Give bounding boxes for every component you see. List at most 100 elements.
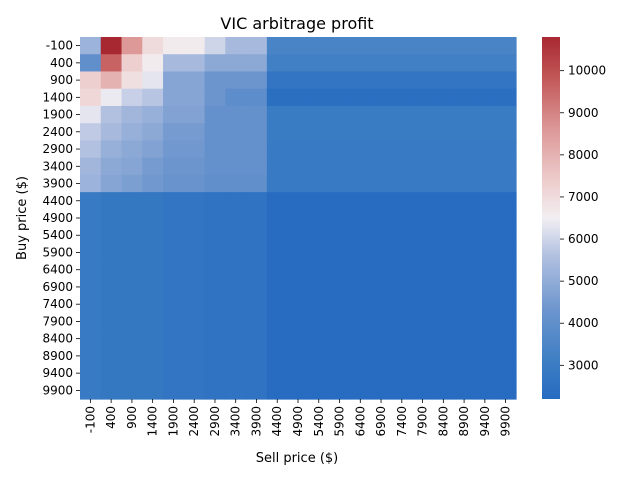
heatmap-cell: [225, 192, 247, 210]
heatmap-cell: [80, 312, 102, 331]
heatmap-cell: [432, 226, 455, 245]
y-axis-label: Buy price ($): [15, 176, 30, 260]
heatmap-cell: [412, 71, 434, 90]
heatmap-cell: [432, 37, 455, 55]
heatmap-cell: [495, 174, 517, 193]
heatmap-cell: [163, 123, 185, 142]
heatmap-cell: [474, 88, 496, 107]
heatmap-cell: [183, 295, 206, 314]
heatmap-cell: [163, 226, 185, 245]
heatmap-cell: [412, 157, 434, 176]
heatmap-cell: [432, 192, 455, 210]
heatmap-cell: [121, 54, 143, 73]
heatmap-cell: [80, 209, 102, 228]
heatmap-cell: [453, 278, 476, 297]
heatmap-cell: [412, 312, 434, 331]
heatmap-cell: [495, 347, 517, 366]
heatmap-cell: [225, 105, 247, 124]
colorbar-tick-label: 10000: [568, 64, 606, 78]
colorbar-tick-label: 6000: [568, 232, 599, 246]
heatmap-cell: [163, 71, 185, 90]
heatmap-cell: [329, 278, 351, 297]
heatmap-cell: [163, 192, 185, 210]
heatmap-cell: [412, 105, 434, 124]
heatmap-cell: [474, 243, 496, 262]
heatmap-cell: [163, 37, 185, 55]
heatmap-cell: [163, 278, 185, 297]
heatmap-cell: [495, 140, 517, 159]
heatmap-cell: [349, 37, 372, 55]
heatmap-cell: [391, 330, 413, 348]
heatmap-cell: [453, 37, 476, 55]
heatmap-cell: [100, 226, 123, 245]
heatmap-cell: [370, 71, 393, 90]
heatmap-cell: [100, 54, 123, 73]
heatmap-cell: [183, 261, 206, 279]
heatmap-cell: [308, 54, 330, 73]
heatmap-cell: [329, 226, 351, 245]
heatmap-cell: [432, 364, 455, 383]
heatmap-cell: [495, 364, 517, 383]
heatmap-cell: [80, 140, 102, 159]
heatmap-cell: [100, 71, 123, 90]
heatmap-cell: [453, 123, 476, 142]
heatmap-cell: [453, 347, 476, 366]
heatmap-cell: [121, 364, 143, 383]
heatmap-cell: [204, 54, 226, 73]
heatmap-cell: [266, 347, 289, 366]
heatmap-cell: [453, 364, 476, 383]
heatmap-cell: [100, 347, 123, 366]
heatmap-cell: [432, 278, 455, 297]
heatmap-cell: [308, 243, 330, 262]
y-tick-label: 2900: [42, 142, 73, 156]
heatmap-cell: [266, 209, 289, 228]
heatmap-cell: [432, 209, 455, 228]
heatmap-cell: [142, 295, 164, 314]
heatmap-cell: [246, 140, 268, 159]
heatmap-cell: [308, 330, 330, 348]
heatmap-cell: [80, 54, 102, 73]
heatmap-cell: [349, 157, 372, 176]
heatmap-cell: [495, 54, 517, 73]
y-tick-label: 5900: [42, 245, 73, 259]
heatmap-cell: [204, 261, 226, 279]
heatmap-cell: [204, 192, 226, 210]
heatmap-cell: [349, 209, 372, 228]
heatmap-cell: [80, 278, 102, 297]
heatmap-cell: [183, 347, 206, 366]
heatmap-cell: [121, 174, 143, 193]
heatmap-cell: [474, 295, 496, 314]
heatmap-cell: [266, 157, 289, 176]
heatmap-cell: [370, 88, 393, 107]
heatmap-cell: [474, 71, 496, 90]
heatmap-cell: [246, 209, 268, 228]
heatmap-cell: [266, 261, 289, 279]
heatmap-cell: [474, 192, 496, 210]
heatmap-cell: [287, 364, 309, 383]
heatmap-cell: [246, 312, 268, 331]
y-tick-label: 7900: [42, 314, 73, 328]
heatmap-cell: [412, 295, 434, 314]
heatmap-cell: [246, 88, 268, 107]
colorbar: [542, 37, 560, 399]
heatmap-cell: [183, 192, 206, 210]
heatmap-cell: [163, 174, 185, 193]
heatmap-cell: [412, 278, 434, 297]
heatmap-cell: [391, 226, 413, 245]
heatmap-cell: [349, 243, 372, 262]
heatmap-cell: [329, 140, 351, 159]
heatmap-cell: [163, 209, 185, 228]
heatmap-cell: [329, 364, 351, 383]
heatmap-cell: [453, 226, 476, 245]
heatmap-cell: [225, 330, 247, 348]
heatmap-cell: [495, 243, 517, 262]
heatmap-cell: [121, 71, 143, 90]
heatmap-cell: [204, 71, 226, 90]
colorbar-tick-label: 3000: [568, 358, 599, 372]
heatmap-cell: [266, 226, 289, 245]
heatmap-cell: [453, 174, 476, 193]
heatmap-cell: [391, 364, 413, 383]
heatmap-cell: [80, 347, 102, 366]
heatmap-cell: [142, 123, 164, 142]
heatmap-cell: [495, 157, 517, 176]
